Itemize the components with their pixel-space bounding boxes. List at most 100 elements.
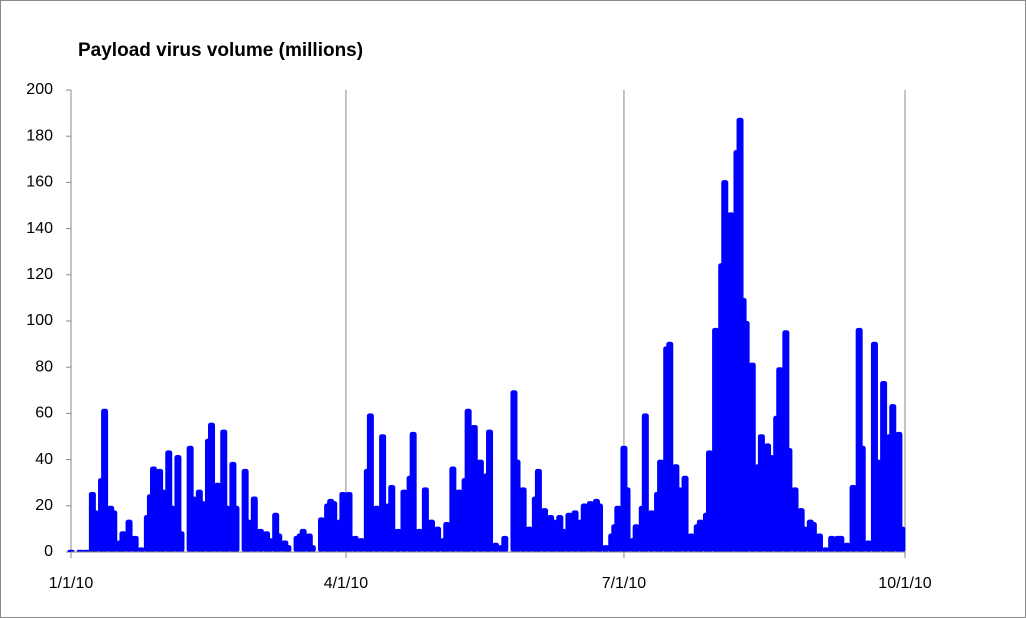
bar xyxy=(372,505,380,552)
bar xyxy=(874,459,882,552)
bar xyxy=(67,549,75,552)
bar xyxy=(379,434,387,552)
y-tick-label: 160 xyxy=(26,174,53,191)
bar xyxy=(455,489,463,552)
bar xyxy=(214,482,222,552)
bar xyxy=(800,526,808,552)
bar xyxy=(415,528,423,552)
y-tick-label: 60 xyxy=(35,405,53,422)
bar xyxy=(828,535,836,552)
bar xyxy=(330,501,338,552)
bar xyxy=(837,535,845,552)
bar xyxy=(501,535,509,552)
bar xyxy=(366,413,374,552)
bar xyxy=(666,341,674,552)
bar xyxy=(427,519,435,552)
bar xyxy=(244,519,252,552)
bar xyxy=(602,545,610,552)
bar xyxy=(159,489,167,552)
bar xyxy=(889,404,897,552)
bar xyxy=(580,503,588,552)
bar xyxy=(657,459,665,552)
bar xyxy=(727,212,735,552)
bar xyxy=(895,431,903,552)
bar xyxy=(256,528,264,552)
bar xyxy=(409,431,417,552)
bar xyxy=(110,510,118,552)
bar xyxy=(492,542,500,552)
bar xyxy=(388,485,396,552)
bar xyxy=(614,505,622,552)
bar xyxy=(623,487,631,552)
bar xyxy=(534,468,542,552)
bar xyxy=(476,459,484,552)
bar xyxy=(208,422,216,552)
bar xyxy=(791,487,799,552)
bar xyxy=(76,549,84,552)
bar xyxy=(394,528,402,552)
bar xyxy=(131,535,139,552)
bar xyxy=(101,408,109,552)
bar xyxy=(559,528,567,552)
bar xyxy=(137,547,145,552)
bar xyxy=(232,505,240,552)
bar xyxy=(550,519,558,552)
bar xyxy=(174,454,182,552)
y-tick-label: 20 xyxy=(35,497,53,514)
bar xyxy=(275,533,283,552)
bar xyxy=(284,545,292,552)
bar xyxy=(464,408,472,552)
bar xyxy=(421,487,429,552)
bar xyxy=(318,517,326,552)
bar xyxy=(519,487,527,552)
bar xyxy=(357,538,365,552)
y-tick-label: 140 xyxy=(26,220,53,237)
bar xyxy=(748,362,756,552)
bar xyxy=(449,466,457,552)
bar xyxy=(742,321,750,552)
bar xyxy=(757,434,765,552)
bar xyxy=(168,505,176,552)
bar xyxy=(345,491,353,552)
bar xyxy=(149,466,157,552)
bar xyxy=(266,538,274,552)
bar xyxy=(647,510,655,552)
bar xyxy=(125,519,133,552)
bar xyxy=(198,501,206,552)
bar xyxy=(705,450,713,552)
bar xyxy=(486,429,494,552)
bar xyxy=(434,526,442,552)
bar xyxy=(675,487,683,552)
bar xyxy=(843,542,851,552)
bar xyxy=(815,533,823,552)
bar xyxy=(767,454,775,552)
y-tick-label: 180 xyxy=(26,127,53,144)
bar xyxy=(809,521,817,552)
bar xyxy=(776,367,784,552)
y-tick-label: 40 xyxy=(35,451,53,468)
bar xyxy=(250,496,258,552)
y-tick-label: 120 xyxy=(26,266,53,283)
bar xyxy=(299,528,307,552)
bar xyxy=(525,526,533,552)
bar xyxy=(351,535,359,552)
bar xyxy=(82,549,90,552)
bar xyxy=(565,512,573,552)
x-tick-label: 1/1/10 xyxy=(49,575,94,592)
y-tick-label: 80 xyxy=(35,358,53,375)
bar xyxy=(189,496,197,552)
bar xyxy=(822,547,830,552)
bar xyxy=(586,501,594,552)
bar xyxy=(339,491,347,552)
bar xyxy=(864,540,872,552)
bar xyxy=(541,508,549,552)
bar xyxy=(91,510,99,552)
bar xyxy=(571,510,579,552)
y-tick-label: 100 xyxy=(26,312,53,329)
bar xyxy=(513,459,521,552)
y-tick-label: 200 xyxy=(26,81,53,98)
bar xyxy=(596,503,604,552)
bar xyxy=(632,524,640,552)
bar xyxy=(470,424,478,552)
